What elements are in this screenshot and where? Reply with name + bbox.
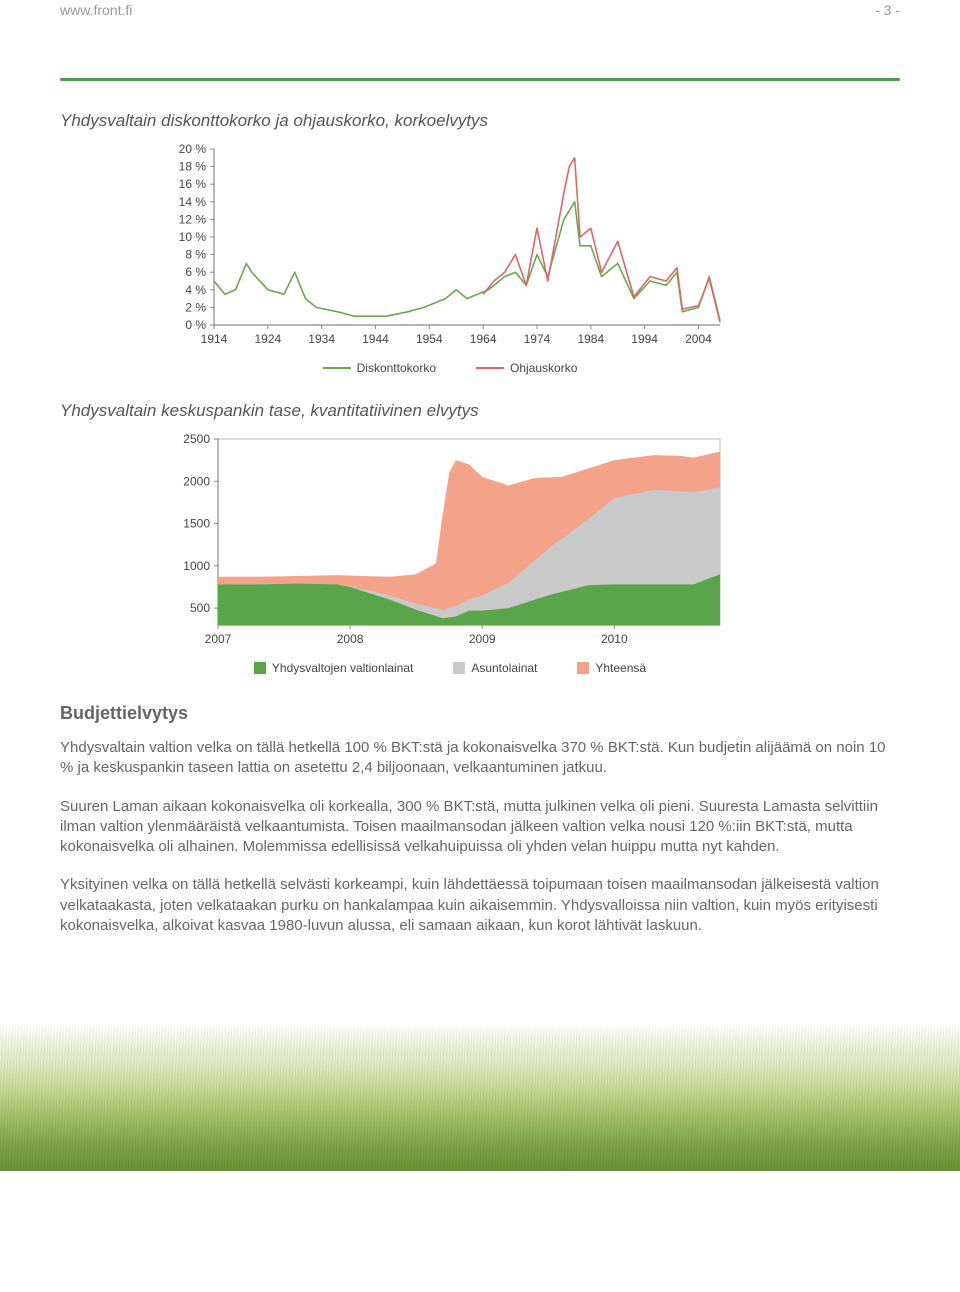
svg-text:12 %: 12 % [179,212,207,226]
svg-text:4 %: 4 % [185,283,206,297]
legend-asuntolainat: Asuntolainat [453,661,537,675]
svg-text:1974: 1974 [524,332,551,346]
body-paragraph: Suuren Laman aikaan kokonaisvelka oli ko… [60,797,900,858]
svg-text:2500: 2500 [183,433,210,446]
svg-text:20 %: 20 % [179,143,207,156]
svg-text:1944: 1944 [362,332,389,346]
legend-label: Ohjauskorko [510,361,577,375]
svg-text:2000: 2000 [183,474,210,488]
body-paragraph: Yhdysvaltain valtion velka on tällä hetk… [60,738,900,779]
svg-text:14 %: 14 % [179,195,207,209]
body-paragraph: Yksityinen velka on tällä hetkellä selvä… [60,875,900,936]
chart1-title: Yhdysvaltain diskonttokorko ja ohjauskor… [60,111,900,131]
legend-label: Diskonttokorko [357,361,436,375]
area-chart-balance: 2500 2000 1500 1000 500 2007 2008 2009 2010 [170,433,730,653]
legend-diskontto: Diskonttokorko [323,361,436,375]
header-rule [60,78,900,81]
svg-text:2009: 2009 [469,632,496,646]
svg-text:8 %: 8 % [185,248,206,262]
svg-text:2 %: 2 % [185,300,206,314]
svg-text:1500: 1500 [183,517,210,531]
footer-grass-image [0,1026,960,1171]
chart2-title: Yhdysvaltain keskuspankin tase, kvantita… [60,401,900,421]
svg-text:2004: 2004 [685,332,712,346]
line-chart-rates: 20 %18 %16 %14 %12 %10 %8 %6 %4 %2 %0 %1… [170,143,730,353]
svg-text:2010: 2010 [601,632,628,646]
legend-box-icon [254,662,266,674]
site-url: www.front.fi [60,2,132,18]
legend-label: Yhdysvaltojen valtionlainat [272,661,413,675]
svg-text:16 %: 16 % [179,177,207,191]
svg-text:6 %: 6 % [185,265,206,279]
svg-text:2008: 2008 [337,632,364,646]
legend-ohjaus: Ohjauskorko [476,361,577,375]
svg-text:500: 500 [190,601,210,615]
svg-text:1994: 1994 [631,332,658,346]
legend-box-icon [453,662,465,674]
svg-text:1984: 1984 [577,332,604,346]
legend-label: Yhteensä [595,661,646,675]
svg-text:1914: 1914 [201,332,228,346]
page-number: - 3 - [875,2,900,18]
legend-label: Asuntolainat [471,661,537,675]
svg-text:1924: 1924 [254,332,281,346]
svg-text:1000: 1000 [183,559,210,573]
svg-text:1934: 1934 [308,332,335,346]
legend-line-icon [476,367,504,369]
svg-text:10 %: 10 % [179,230,207,244]
legend-line-icon [323,367,351,369]
section-title: Budjettielvytys [60,703,900,724]
legend-box-icon [577,662,589,674]
svg-text:2007: 2007 [205,632,232,646]
svg-text:1954: 1954 [416,332,443,346]
svg-text:18 %: 18 % [179,160,207,174]
svg-text:0 %: 0 % [185,318,206,332]
legend-valtionlainat: Yhdysvaltojen valtionlainat [254,661,413,675]
legend-yhteensa: Yhteensä [577,661,646,675]
svg-text:1964: 1964 [470,332,497,346]
